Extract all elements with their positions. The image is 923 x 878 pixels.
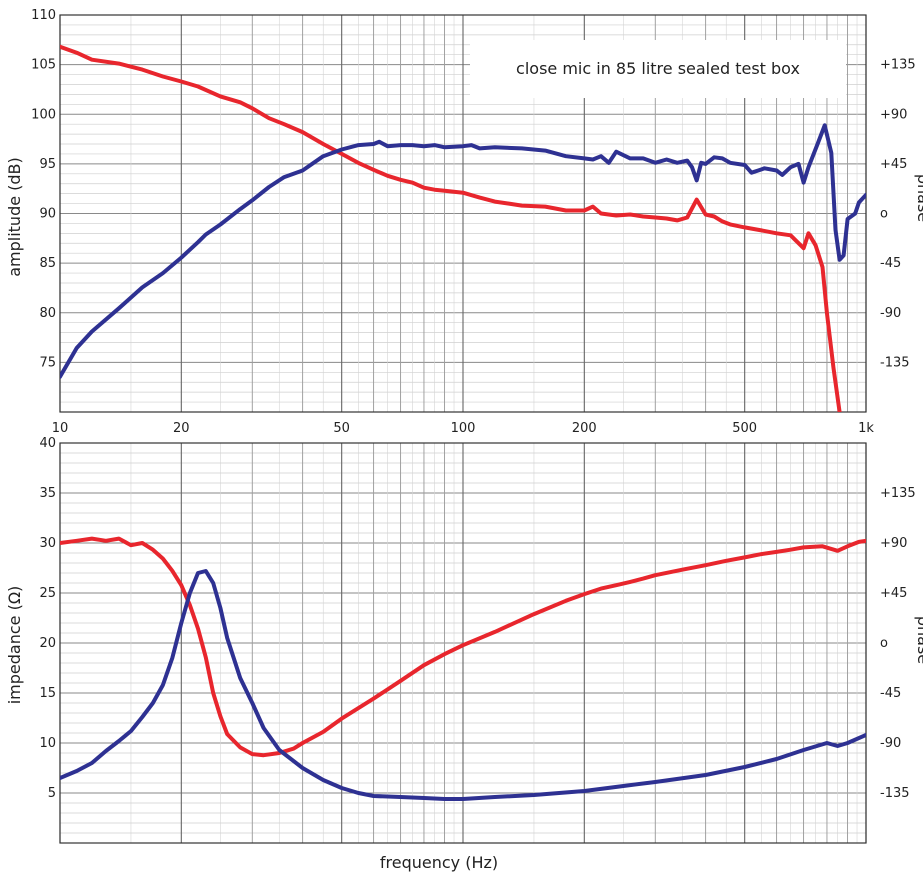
annotation-box: close mic in 85 litre sealed test box <box>470 40 846 98</box>
top-y-tick-label: 75 <box>39 355 56 370</box>
top-series-line-blue <box>60 123 866 379</box>
top-y-tick-label: 90 <box>39 207 56 222</box>
top-series-line-red <box>60 44 842 412</box>
bottom-y2-tick-label: -90 <box>880 736 901 751</box>
bottom-y-tick-label: 15 <box>39 686 56 701</box>
x-tick-label: 200 <box>572 421 597 436</box>
top-y2-tick-label: +135 <box>880 58 916 73</box>
bottom-y-tick-label: 20 <box>39 636 56 651</box>
bottom-y2-tick-label: +90 <box>880 536 907 551</box>
bottom-y-tick-label: 30 <box>39 536 56 551</box>
bottom-y-axis-label: impedance (Ω) <box>5 586 24 705</box>
top-y2-tick-label: -135 <box>880 355 910 370</box>
x-tick-label: 1k <box>858 421 874 436</box>
annotation-text: close mic in 85 litre sealed test box <box>516 59 800 78</box>
x-tick-label: 10 <box>52 421 69 436</box>
top-y-tick-label: 95 <box>39 157 56 172</box>
bottom-y2-axis-label: phase <box>914 616 923 664</box>
bottom-grid <box>59 442 867 844</box>
top-y-tick-label: 85 <box>39 256 56 271</box>
bottom-series-line-blue <box>60 569 866 801</box>
top-y2-tick-label: +45 <box>880 157 907 172</box>
bottom-y-tick-label: 35 <box>39 486 56 501</box>
x-tick-label: 50 <box>333 421 350 436</box>
bottom-series-line-red <box>60 536 866 758</box>
top-y2-tick-label: o <box>880 207 888 222</box>
bottom-y-tick-label: 40 <box>39 436 56 451</box>
top-y2-tick-label: -90 <box>880 306 901 321</box>
bottom-y-tick-label: 25 <box>39 586 56 601</box>
bottom-frame <box>59 442 867 844</box>
top-y2-axis-label: phase <box>914 174 923 222</box>
x-tick-label: 500 <box>732 421 757 436</box>
x-tick-label: 100 <box>451 421 476 436</box>
bottom-y2-tick-label: o <box>880 636 888 651</box>
x-tick-label: 20 <box>173 421 190 436</box>
bottom-y2-tick-label: -135 <box>880 786 910 801</box>
top-y2-tick-label: +90 <box>880 107 907 122</box>
top-y-tick-label: 100 <box>31 107 56 122</box>
x-axis-label: frequency (Hz) <box>380 853 498 872</box>
top-y-tick-label: 105 <box>31 58 56 73</box>
bottom-y2-tick-label: +45 <box>880 586 907 601</box>
impedance-plot: 5 10 15 20 25 30 35 40 -135 -90 -45 o +45 +90 +135 <box>39 436 916 844</box>
top-y-axis-label: amplitude (dB) <box>5 157 24 277</box>
bottom-y-tick-label: 10 <box>39 736 56 751</box>
bottom-y2-tick-label: +135 <box>880 486 916 501</box>
top-frame <box>59 14 867 413</box>
bottom-y2-tick-label: -45 <box>880 686 901 701</box>
amplitude-plot: 75 80 85 90 95 100 105 110 -135 -90 -45 o +45 +90 +135… <box>31 8 916 436</box>
top-y-tick-label: 110 <box>31 8 56 23</box>
top-y2-tick-label: -45 <box>880 256 901 271</box>
bottom-y-tick-label: 5 <box>48 786 56 801</box>
top-y-tick-label: 80 <box>39 306 56 321</box>
